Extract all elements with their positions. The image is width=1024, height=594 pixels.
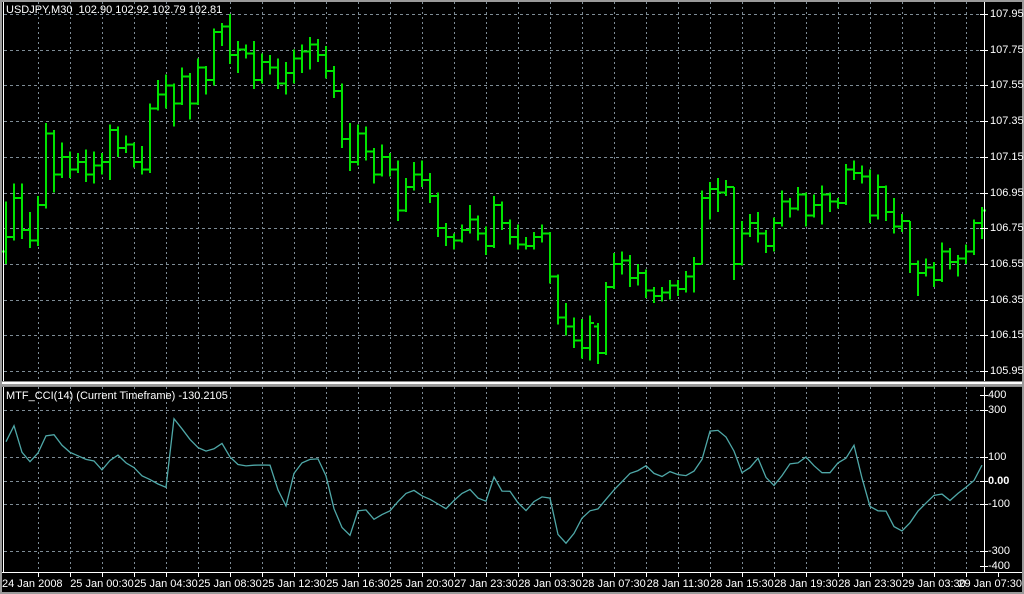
indicator-axis[interactable]: 400 300 100 0.00 -100 -300 -400 — [984, 385, 1024, 573]
cci-axis-label: -300 — [988, 545, 1011, 557]
price-axis-label: 107.95 — [990, 8, 1024, 20]
price-axis[interactable]: 107.95 107.75 107.55 107.35 107.15 106.95 106.… — [984, 0, 1024, 385]
time-axis-label: 28 Jan 19:30 — [774, 578, 838, 590]
time-axis-label: 28 Jan 07:30 — [582, 578, 646, 590]
time-axis-label: 29 Jan 07:30 — [958, 578, 1022, 590]
price-axis-label: 106.35 — [990, 294, 1024, 306]
time-axis-label: 28 Jan 23:30 — [838, 578, 902, 590]
time-axis-label: 25 Jan 04:30 — [134, 578, 198, 590]
price-axis-label: 105.95 — [990, 365, 1024, 377]
cci-line — [5, 417, 983, 545]
price-axis-label: 106.75 — [990, 222, 1024, 234]
cci-axis-label: 300 — [988, 404, 1007, 416]
ohlc-bars — [2, 14, 986, 364]
price-axis-label: 107.55 — [990, 79, 1024, 91]
panel-separator[interactable] — [2, 381, 1022, 387]
chart-title: USDJPY,M30 102.90 102.92 102.79 102.81 — [6, 4, 223, 16]
cci-axis-label: 400 — [988, 389, 1007, 401]
time-axis-label: 25 Jan 16:30 — [326, 578, 390, 590]
time-axis-label: 24 Jan 2008 — [2, 578, 63, 590]
time-axis[interactable]: 24 Jan 2008 25 Jan 00:30 25 Jan 04:30 25 Ja… — [0, 574, 1024, 594]
indicator-label: MTF_CCI(14) (Current Timeframe) -130.210… — [6, 390, 228, 402]
price-axis-label: 107.15 — [990, 151, 1024, 163]
price-axis-label: 107.75 — [990, 44, 1024, 56]
time-axis-label: 28 Jan 11:30 — [646, 578, 710, 590]
price-axis-label: 106.55 — [990, 258, 1024, 270]
cci-axis-label: 0.00 — [988, 475, 1010, 487]
time-axis-label: 28 Jan 15:30 — [710, 578, 774, 590]
cci-axis-label: -100 — [988, 498, 1011, 510]
time-axis-label: 25 Jan 08:30 — [198, 578, 262, 590]
time-axis-label: 27 Jan 23:30 — [454, 578, 518, 590]
time-axis-label: 25 Jan 20:30 — [390, 578, 454, 590]
time-axis-label: 28 Jan 03:30 — [518, 578, 582, 590]
cci-axis-label: 100 — [988, 451, 1007, 463]
cci-axis-label: -400 — [988, 560, 1011, 572]
time-axis-label: 25 Jan 00:30 — [70, 578, 134, 590]
time-axis-label: 25 Jan 12:30 — [262, 578, 326, 590]
time-axis-label: 29 Jan 03:30 — [902, 578, 966, 590]
price-axis-label: 107.35 — [990, 115, 1024, 127]
panel-separator-groove — [2, 384, 1022, 386]
price-axis-label: 106.95 — [990, 187, 1024, 199]
price-axis-label: 106.15 — [990, 329, 1024, 341]
